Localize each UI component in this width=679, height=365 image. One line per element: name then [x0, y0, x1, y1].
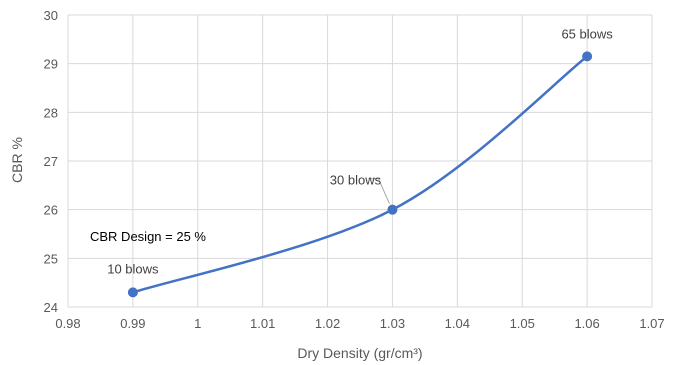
grid	[67, 14, 653, 308]
data-point-label: 65 blows	[561, 26, 613, 41]
x-tick-label: 1.04	[445, 316, 470, 331]
data-point-marker	[127, 287, 138, 298]
data-point-label: 10 blows	[107, 261, 159, 276]
x-tick-label: 1	[194, 316, 201, 331]
x-tick-label: 1.03	[380, 316, 405, 331]
y-tick-label: 28	[44, 105, 58, 120]
y-tick-label: 27	[44, 154, 58, 169]
data-point-marker	[387, 204, 398, 215]
y-tick-label: 30	[44, 8, 58, 23]
y-axis-ticks: 24 25 26 27 28 29 30	[44, 8, 58, 315]
series-markers	[127, 51, 593, 298]
y-tick-label: 26	[44, 203, 58, 218]
x-axis-ticks: 0.98 0.99 1 1.01 1.02 1.03 1.04 1.05 1.06 1.07	[55, 316, 664, 331]
point-labels: 10 blows 30 blows 65 blows	[107, 26, 613, 276]
y-tick-label: 24	[44, 300, 58, 315]
label-leader-line	[368, 178, 390, 204]
x-tick-label: 0.99	[120, 316, 145, 331]
x-tick-label: 1.06	[574, 316, 599, 331]
data-point-label: 30 blows	[330, 173, 382, 188]
x-tick-label: 0.98	[55, 316, 80, 331]
x-tick-label: 1.07	[639, 316, 664, 331]
x-tick-label: 1.01	[250, 316, 275, 331]
y-axis-title: CBR %	[9, 137, 25, 183]
y-tick-label: 25	[44, 251, 58, 266]
data-point-marker	[582, 51, 593, 62]
cbr-design-note: CBR Design = 25 %	[90, 229, 206, 244]
x-axis-title: Dry Density (gr/cm³)	[297, 345, 422, 361]
y-tick-label: 29	[44, 57, 58, 72]
x-tick-label: 1.05	[510, 316, 535, 331]
x-tick-label: 1.02	[315, 316, 340, 331]
